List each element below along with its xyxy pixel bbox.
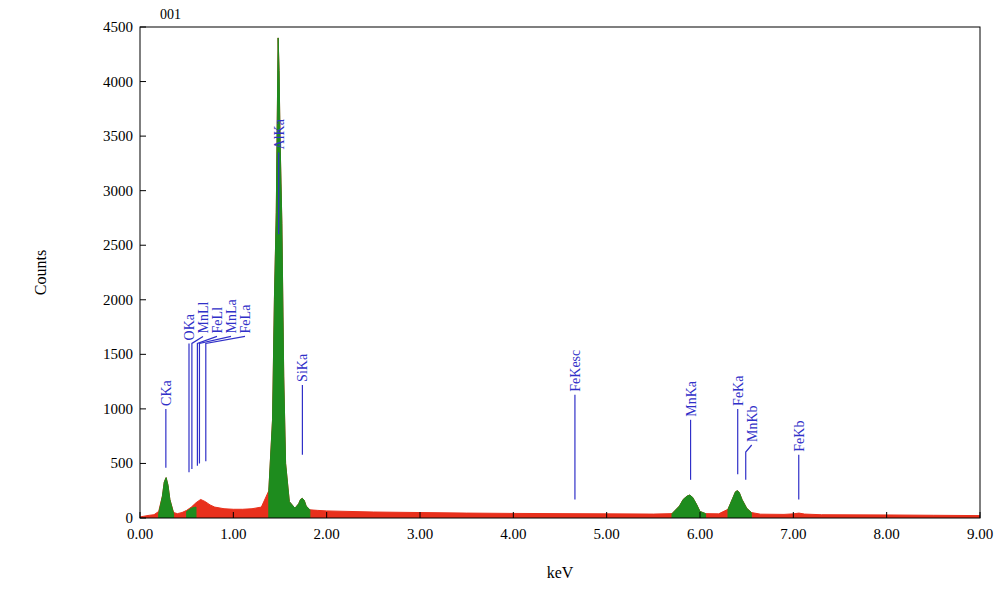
y-tick: [140, 136, 146, 137]
y-tick-label: 2000: [103, 292, 133, 308]
x-tick: [980, 512, 981, 518]
peak-label: OKa: [182, 313, 197, 340]
spectrum-area: [140, 38, 980, 518]
peak-label: FeKb: [792, 421, 807, 452]
x-tick-label: 8.00: [874, 526, 900, 542]
y-tick: [140, 81, 146, 82]
peak-label: SiKa: [295, 353, 310, 382]
x-tick: [793, 512, 794, 518]
y-tick: [140, 299, 146, 300]
peak-label: MnLa: [224, 298, 239, 333]
x-tick-label: 1.00: [220, 526, 246, 542]
x-tick: [140, 512, 141, 518]
plot-area: [140, 38, 980, 518]
y-tick-label: 4500: [103, 19, 133, 35]
peak-marker: [197, 336, 217, 465]
peak-label: MnLl: [196, 301, 211, 333]
y-tick: [140, 245, 146, 246]
x-tick-label: 9.00: [967, 526, 993, 542]
x-tick-label: 3.00: [407, 526, 433, 542]
peak-marker: [165, 409, 166, 468]
x-tick: [606, 512, 607, 518]
peak-label: CKa: [159, 379, 174, 405]
y-tick: [140, 354, 146, 355]
peak-marker: [746, 445, 752, 480]
peak-marker: [199, 336, 231, 463]
spectrum-area: [672, 495, 706, 518]
plot-frame: [140, 27, 980, 518]
spectrum-area: [159, 478, 174, 518]
x-tick: [233, 512, 234, 518]
y-tick-label: 3000: [103, 183, 133, 199]
y-tick-label: 500: [111, 455, 134, 471]
y-tick: [140, 408, 146, 409]
x-tick: [513, 512, 514, 518]
peak-marker: [278, 152, 279, 234]
x-axis-title: keV: [547, 564, 574, 581]
background: [0, 0, 1006, 609]
x-tick-label: 2.00: [314, 526, 340, 542]
peak-marker: [574, 395, 575, 500]
x-tick: [420, 512, 421, 518]
spectrum-area: [269, 38, 310, 518]
peak-label: FeKa: [731, 375, 746, 406]
x-tick-label: 6.00: [687, 526, 713, 542]
y-tick-label: 1000: [103, 401, 133, 417]
y-tick-label: 1500: [103, 346, 133, 362]
peak-labels: CKa OKaMnLlFeLlMnLaFeLa AlKa SiKa FeKesc MnKa…: [159, 118, 807, 499]
y-tick-label: 2500: [103, 237, 133, 253]
y-tick: [140, 463, 146, 464]
peak-marker: [690, 420, 691, 480]
y-axis-title: Counts: [32, 250, 49, 295]
peak-label: FeKesc: [568, 350, 583, 392]
x-tick: [326, 512, 327, 518]
spectrum-area: [187, 507, 196, 518]
peak-label: AlKa: [272, 118, 287, 149]
title: 001: [160, 7, 181, 22]
x-tick-label: 5.00: [594, 526, 620, 542]
x-tick-label: 4.00: [500, 526, 526, 542]
y-tick-label: 3500: [103, 128, 133, 144]
y-tick-label: 0: [126, 510, 134, 526]
x-tick: [886, 512, 887, 518]
peak-marker: [302, 385, 303, 455]
chart: 0.00 1.00 2.00 3.00 4.00 5.00 6.00 7.00 8.00 9.00…: [0, 0, 1006, 609]
peak-marker: [798, 455, 799, 500]
peak-label: MnKa: [684, 380, 699, 417]
y-tick: [140, 190, 146, 191]
x-tick-label: 0.00: [127, 526, 153, 542]
y-tick-label: 4000: [103, 74, 133, 90]
peak-label: FeLl: [210, 307, 225, 334]
peak-marker: [737, 409, 738, 474]
spectrum-area: [728, 491, 751, 518]
x-tick: [700, 512, 701, 518]
peak-marker: [188, 343, 189, 472]
y-tick: [140, 27, 146, 28]
peak-label: FeLa: [238, 304, 253, 334]
peak-marker: [206, 336, 245, 461]
y-tick: [140, 518, 146, 519]
x-tick-label: 7.00: [780, 526, 806, 542]
peak-label: MnKb: [745, 405, 760, 442]
